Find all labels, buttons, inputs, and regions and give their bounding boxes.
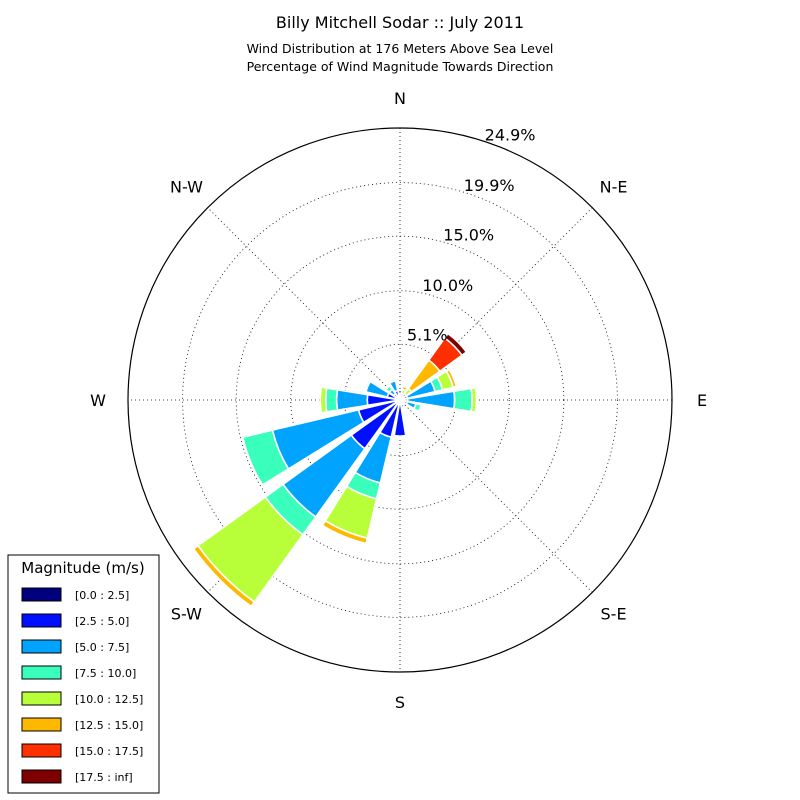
- legend-label-5: [10.0 : 12.5]: [75, 693, 143, 706]
- grid-ring-4: [182, 182, 618, 618]
- direction-labels: N N-E E S-E S S-W W N-W: [90, 89, 707, 712]
- bar-202.5-bin-5: [321, 519, 369, 545]
- bar-90-bin-3: [452, 387, 473, 413]
- direction-label-n-e: N-E: [600, 177, 628, 196]
- bar-112.5-bin-3: [412, 402, 423, 413]
- bar-270-bin-2: [335, 388, 369, 412]
- direction-label-n: N: [394, 89, 406, 108]
- bar-225-bin-5: [192, 544, 256, 608]
- bar-270-bin-4: [319, 386, 328, 414]
- bar-90-bin-4: [470, 386, 478, 414]
- direction-label-n-w: N-W: [170, 177, 203, 196]
- ring-label-3: 15.0%: [443, 226, 494, 245]
- chart-subtitle-line-1: Wind Distribution at 176 Meters Above Se…: [247, 41, 554, 56]
- legend-swatch-7: [21, 743, 62, 758]
- legend-label-8: [17.5 : inf]: [75, 771, 133, 784]
- direction-label-s-e: S-E: [601, 605, 627, 624]
- ring-label-4: 19.9%: [464, 176, 515, 195]
- legend-label-6: [12.5 : 15.0]: [75, 719, 143, 732]
- ring-labels: 5.1% 10.0% 15.0% 19.9% 24.9%: [407, 126, 536, 345]
- ring-label-1: 5.1%: [407, 326, 448, 345]
- legend-swatch-2: [21, 613, 62, 628]
- outer-frame-circle: [127, 127, 673, 673]
- legend: Magnitude (m/s) [0.0 : 2.5] [2.5 : 5.0] [5…: [7, 554, 160, 794]
- legend-items: [0.0 : 2.5] [2.5 : 5.0] [5.0 : 7.5] [7.5 : …: [21, 587, 143, 784]
- legend-swatch-1: [21, 587, 62, 602]
- legend-swatch-3: [21, 639, 62, 654]
- bar-337.5-bin-2: [388, 379, 399, 393]
- legend-label-4: [7.5 : 10.0]: [75, 667, 136, 680]
- direction-label-s: S: [395, 693, 405, 712]
- wind-bars: [192, 332, 478, 608]
- direction-label-w: W: [90, 391, 106, 410]
- bar-292.5-bin-2: [365, 380, 390, 398]
- legend-swatch-8: [21, 769, 62, 784]
- grid-ring-2: [290, 290, 510, 510]
- chart-title: Billy Mitchell Sodar :: July 2011: [276, 13, 524, 32]
- ring-label-5: 24.9%: [485, 126, 536, 145]
- legend-label-1: [0.0 : 2.5]: [75, 589, 129, 602]
- legend-swatch-6: [21, 717, 62, 732]
- direction-label-e: E: [697, 391, 707, 410]
- legend-label-7: [15.0 : 17.5]: [75, 745, 143, 758]
- bar-180-bin-1: [393, 402, 407, 437]
- bar-247.5-bin-3: [241, 429, 290, 487]
- bar-67.5-bin-5: [445, 368, 458, 389]
- legend-swatch-4: [21, 665, 62, 680]
- ring-label-2: 10.0%: [422, 276, 473, 295]
- legend-label-3: [5.0 : 7.5]: [75, 641, 129, 654]
- legend-label-2: [2.5 : 5.0]: [75, 615, 129, 628]
- bar-22.5-bin-5: [401, 385, 409, 392]
- bar-315-bin-3: [384, 384, 394, 394]
- chart-subtitle-line-2: Percentage of Wind Magnitude Towards Dir…: [247, 59, 554, 74]
- bar-45-bin-7: [443, 332, 468, 357]
- direction-label-s-w: S-W: [171, 605, 202, 624]
- legend-title: Magnitude (m/s): [21, 559, 144, 577]
- legend-swatch-5: [21, 691, 62, 706]
- bar-270-bin-3: [324, 387, 339, 413]
